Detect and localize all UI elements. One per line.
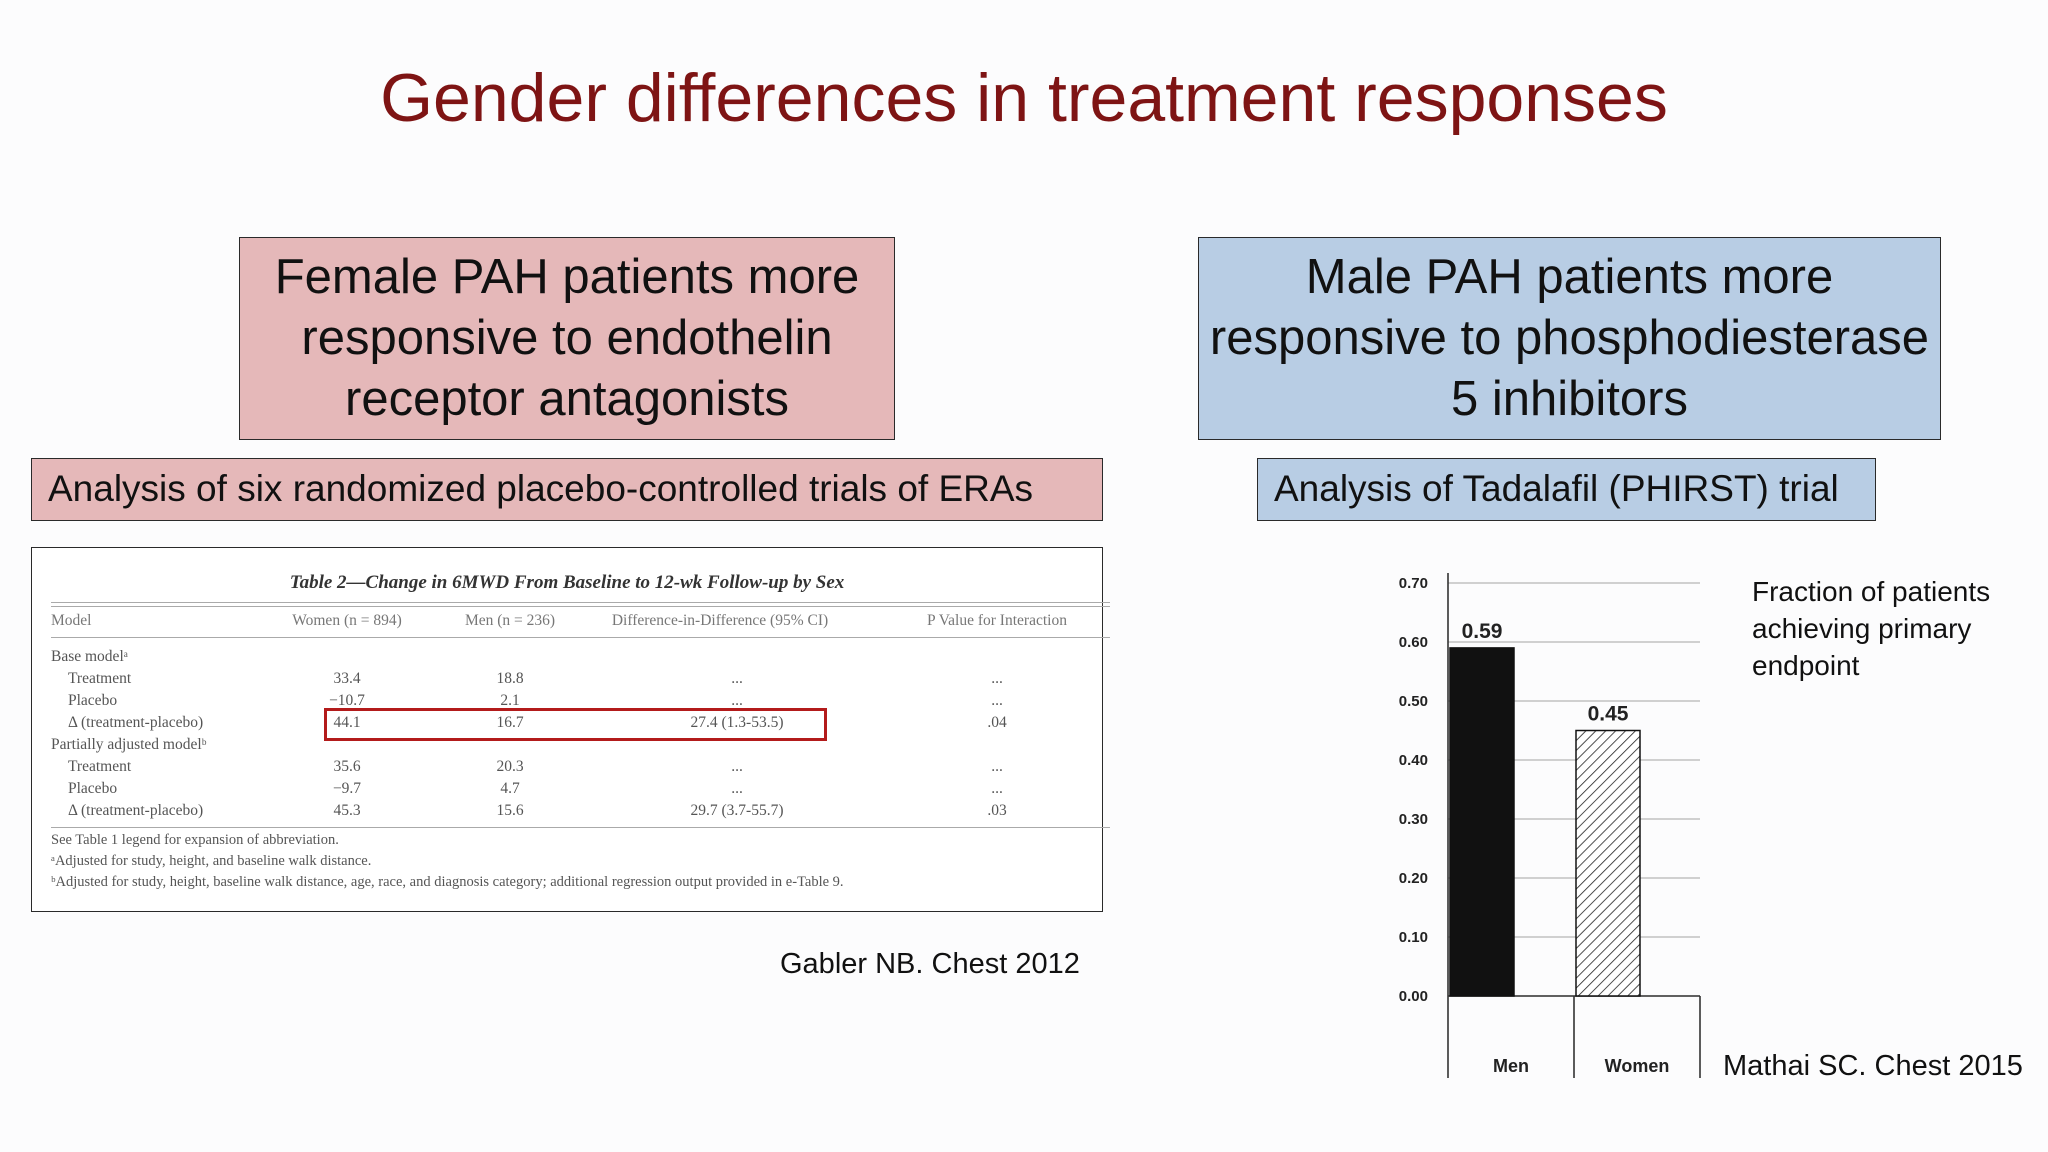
y-tick-label: 0.70: [1399, 575, 1428, 592]
cell-pvalue: ...: [991, 780, 1003, 797]
citation-gabler: Gabler NB. Chest 2012: [780, 948, 1080, 980]
bar-men: [1449, 647, 1515, 997]
slide-title: Gender differences in treatment response…: [380, 60, 1668, 136]
male-subtitle: Analysis of Tadalafil (PHIRST) trial: [1257, 458, 1876, 521]
y-tick-label: 0.10: [1399, 929, 1428, 946]
header-women: Women (n = 894): [292, 612, 402, 629]
table-title: Table 2—Change in 6MWD From Baseline to …: [289, 572, 845, 593]
female-headline-text: Female PAH patients more responsive to e…: [274, 250, 860, 426]
cell-men: 18.8: [496, 670, 524, 687]
table-rule-top-2: [51, 606, 1110, 607]
row-label: Base modelᵃ: [51, 648, 128, 665]
bar-chart: 0.00 0.10 0.20 0.30 0.40 0.50 0.60 0.70 0.59 0.4…: [1399, 573, 1701, 1078]
bar-women: [1575, 729, 1641, 997]
row-label: Partially adjusted modelᵇ: [51, 736, 207, 753]
x-category-label: Women: [1605, 1056, 1670, 1076]
header-model: Model: [51, 612, 92, 629]
cell-pvalue: ...: [991, 670, 1003, 687]
cell-diff: ...: [731, 758, 743, 775]
table-rule-header: [51, 637, 1110, 638]
cell-diff: ...: [731, 670, 743, 687]
cell-diff: ...: [731, 780, 743, 797]
cell-women: 33.4: [333, 670, 361, 687]
row-label: Placebo: [68, 692, 118, 709]
cell-pvalue: .04: [987, 714, 1007, 731]
chart-bars: 0.59 0.45: [1449, 620, 1641, 997]
bar-data-label: 0.59: [1462, 620, 1503, 643]
bar-data-label: 0.45: [1588, 703, 1629, 726]
chart-x-labels: Men Women: [1493, 1056, 1669, 1076]
table-footnote: ᵃAdjusted for study, height, and baselin…: [51, 853, 372, 869]
y-tick-label: 0.30: [1399, 811, 1428, 828]
table-footnote: See Table 1 legend for expansion of abbr…: [51, 832, 339, 848]
cell-pvalue: .03: [987, 802, 1007, 819]
row-label: Δ (treatment-placebo): [68, 714, 204, 731]
cell-diff: 29.7 (3.7-55.7): [690, 802, 784, 819]
male-headline-text: Male PAH patients more responsive to pho…: [1209, 250, 1930, 426]
cell-men: 20.3: [496, 758, 524, 775]
female-subtitle: Analysis of six randomized placebo-contr…: [31, 458, 1103, 521]
cell-men: 16.7: [496, 714, 524, 731]
cell-women: 35.6: [333, 758, 361, 775]
cell-women: 44.1: [333, 714, 361, 731]
header-pvalue: P Value for Interaction: [927, 612, 1067, 629]
cell-women: −10.7: [329, 692, 365, 709]
cell-pvalue: ...: [991, 692, 1003, 709]
results-table-image: Table 2—Change in 6MWD From Baseline to …: [31, 547, 1110, 912]
cell-men: 2.1: [500, 692, 520, 709]
table-footnote: ᵇAdjusted for study, height, baseline wa…: [51, 874, 844, 890]
row-label: Treatment: [68, 758, 132, 775]
y-tick-label: 0.20: [1399, 870, 1428, 887]
cell-pvalue: ...: [991, 758, 1003, 775]
cell-diff: 27.4 (1.3-53.5): [690, 714, 784, 731]
header-diff: Difference-in-Difference (95% CI): [611, 612, 829, 629]
cell-diff: ...: [731, 692, 743, 709]
row-label: Δ (treatment-placebo): [68, 802, 204, 819]
cell-women: 45.3: [333, 802, 361, 819]
row-label: Placebo: [68, 780, 118, 797]
male-headline-box: Male PAH patients more responsive to pho…: [1198, 237, 1941, 440]
header-men: Men (n = 236): [464, 612, 556, 629]
highlight-box: [324, 708, 827, 741]
y-tick-label: 0.50: [1399, 693, 1428, 710]
y-tick-label: 0.00: [1399, 988, 1428, 1005]
cell-men: 4.7: [500, 780, 520, 797]
cell-women: −9.7: [332, 780, 362, 797]
table-rule-top: [51, 602, 1110, 603]
x-category-label: Men: [1493, 1056, 1529, 1076]
chart-y-tick-labels: 0.00 0.10 0.20 0.30 0.40 0.50 0.60 0.70: [1399, 575, 1428, 1005]
y-tick-label: 0.60: [1399, 634, 1428, 651]
citation-mathai: Mathai SC. Chest 2015: [1723, 1050, 2023, 1082]
y-tick-label: 0.40: [1399, 752, 1428, 769]
row-label: Treatment: [68, 670, 132, 687]
female-headline-box: Female PAH patients more responsive to e…: [239, 237, 895, 440]
table-rule-bottom: [51, 827, 1110, 828]
chart-annotation: Fraction of patients achieving primary e…: [1752, 576, 1991, 681]
cell-men: 15.6: [496, 802, 524, 819]
